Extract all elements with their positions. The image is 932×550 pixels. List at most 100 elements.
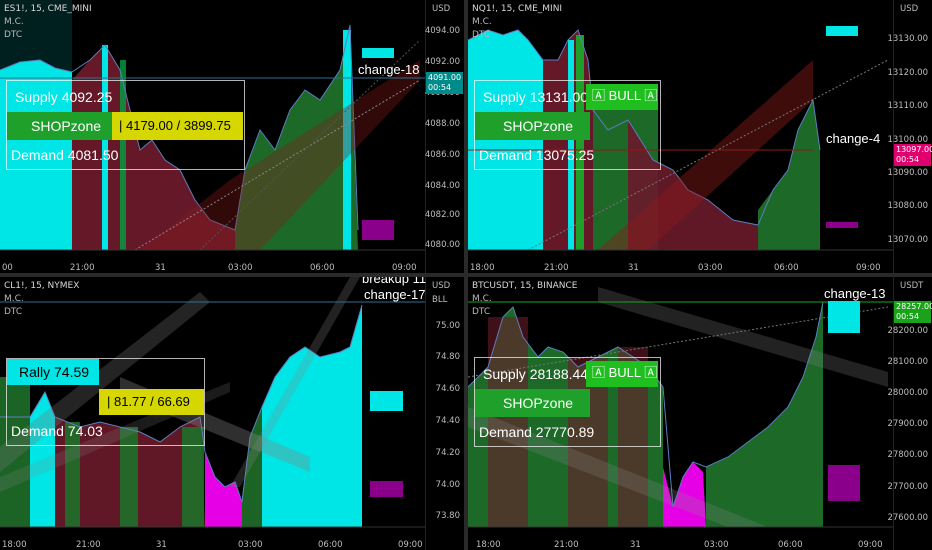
cl-tick: 74.20	[435, 448, 460, 458]
cl-tick: 75.00	[435, 321, 460, 331]
es-time-label: 31	[155, 263, 166, 273]
es-currency: USD	[432, 4, 451, 14]
btc-countdown: 00:54	[896, 312, 920, 321]
es-time-label: 00	[2, 263, 13, 273]
nq-indicator-dtc[interactable]: DTC	[472, 30, 491, 40]
es-tick: 4094.00	[424, 26, 460, 36]
cl-tick: 74.80	[435, 352, 460, 362]
nq-last-price: 13097.00	[896, 145, 932, 154]
chart-pane-cl[interactable]: CL1!, 15, NYMEX M.C. DTC USD BLL 75.00 7…	[0, 277, 464, 550]
es-change-label: change-18	[358, 62, 420, 77]
es-tick: 4086.00	[424, 150, 460, 160]
chart-pane-nq[interactable]: NQ1!, 15, CME_MINI M.C. DTC USD 13130.00…	[468, 0, 932, 273]
nq-tick: 13070.00	[887, 235, 928, 245]
es-time-label: 21:00	[70, 263, 95, 273]
cl-chart-header: CL1!, 15, NYMEX M.C. DTC	[4, 280, 79, 319]
es-marker-bottom	[362, 220, 394, 240]
cl-symbol[interactable]: CL1!, 15, NYMEX	[4, 281, 80, 291]
cl-demand: Demand 74.03	[11, 423, 103, 439]
cl-time-label: 31	[156, 540, 167, 550]
btc-tick: 28200.00	[887, 326, 928, 336]
nq-tick: 13130.00	[887, 34, 928, 44]
cl-currency: USD	[432, 281, 451, 291]
btc-shopzone-bg	[475, 389, 590, 417]
btc-time-label: 03:00	[704, 540, 729, 550]
es-last-price: 4091.00	[428, 73, 462, 82]
btc-time-label: 06:00	[778, 540, 803, 550]
btc-indicator-mc[interactable]: M.C.	[472, 294, 492, 304]
es-marker-top	[362, 48, 394, 58]
btc-tick: 27700.00	[887, 482, 928, 492]
es-range-bg	[112, 112, 243, 140]
nq-tick: 13090.00	[887, 168, 928, 178]
nq-chart-canvas[interactable]	[468, 0, 932, 273]
es-indicator-mc[interactable]: M.C.	[4, 17, 24, 27]
cl-indicator-mc[interactable]: M.C.	[4, 294, 24, 304]
btc-supply: Supply 28188.44	[483, 366, 589, 382]
cl-range-bg	[99, 389, 204, 415]
btc-currency: USDT	[900, 281, 924, 291]
btc-shopzone-label: SHOPzone	[503, 395, 574, 411]
cl-indicator-dtc[interactable]: DTC	[4, 307, 23, 317]
nq-chart-header: NQ1!, 15, CME_MINI M.C. DTC	[472, 3, 562, 42]
cl-time-label: 21:00	[76, 540, 101, 550]
es-shopzone-label: SHOPzone	[31, 118, 102, 134]
btc-tick: 28100.00	[887, 357, 928, 367]
cl-tick: 73.80	[435, 511, 460, 521]
chart-pane-es[interactable]: ES1!, 15, CME_MINI M.C. DTC USD 4094.00 …	[0, 0, 464, 273]
btc-chart-header: BTCUSDT, 15, BINANCE M.C. DTC	[472, 280, 577, 319]
nq-bull-badge: 🄰 BULL 🄰	[586, 84, 658, 110]
btc-marker-top	[828, 301, 860, 333]
nq-bull-label: 🄰 BULL 🄰	[592, 88, 658, 103]
es-symbol[interactable]: ES1!, 15, CME_MINI	[4, 4, 92, 14]
cl-price-axis[interactable]: USD BLL 75.00 74.80 74.60 74.40 74.20 74…	[425, 277, 464, 550]
nq-last-price-tag: 13097.00 00:54	[894, 144, 932, 166]
btc-marker-bottom	[828, 465, 860, 501]
es-price-axis[interactable]: USD 4094.00 4092.00 4090.00 4088.00 4086…	[425, 0, 464, 273]
es-chart-header: ES1!, 15, CME_MINI M.C. DTC	[4, 3, 92, 42]
btc-last-price-tag: 28257.00 00:54	[894, 301, 932, 323]
nq-shopzone-bg	[475, 112, 590, 140]
es-tick: 4080.00	[424, 240, 460, 250]
btc-change-label: change-13	[824, 286, 886, 301]
btc-symbol[interactable]: BTCUSDT, 15, BINANCE	[472, 281, 578, 291]
pane-divider-horizontal[interactable]	[0, 273, 932, 277]
es-range: | 4179.00 / 3899.75	[119, 118, 231, 133]
chart-pane-btc[interactable]: BTCUSDT, 15, BINANCE M.C. DTC USDT 28200…	[468, 277, 932, 550]
cl-rally: Rally 74.59	[19, 364, 90, 380]
nq-shopzone-panel: Supply 13131.00 SHOPzone Demand 13075.25	[474, 80, 661, 170]
cl-breakup-label: breakup 11	[362, 277, 427, 286]
nq-price-axis[interactable]: USD 13130.00 13120.00 13110.00 13100.00 …	[887, 0, 932, 273]
nq-indicator-mc[interactable]: M.C.	[472, 17, 492, 27]
btc-last-price: 28257.00	[896, 302, 932, 311]
nq-demand: Demand 13075.25	[479, 147, 595, 163]
es-chart-canvas[interactable]	[0, 0, 464, 273]
nq-time-label: 09:00	[856, 263, 881, 273]
nq-time-label: 31	[628, 263, 639, 273]
nq-time-label: 03:00	[698, 263, 723, 273]
nq-change-label: change-4	[826, 131, 881, 146]
es-time-label: 06:00	[310, 263, 335, 273]
es-tick: 4082.00	[424, 210, 460, 220]
btc-time-label: 31	[630, 540, 641, 550]
btc-indicator-dtc[interactable]: DTC	[472, 307, 491, 317]
es-indicator-dtc[interactable]: DTC	[4, 30, 23, 40]
nq-time-label: 21:00	[544, 263, 569, 273]
btc-time-label: 21:00	[554, 540, 579, 550]
cl-unit-bll: BLL	[432, 295, 448, 305]
cl-time-label: 18:00	[2, 540, 27, 550]
nq-tick: 13120.00	[887, 68, 928, 78]
cl-rally-bg	[7, 359, 99, 385]
nq-marker-bottom	[826, 222, 858, 228]
btc-time-label: 09:00	[858, 540, 883, 550]
nq-symbol[interactable]: NQ1!, 15, CME_MINI	[472, 4, 563, 14]
cl-range: | 81.77 / 66.69	[107, 394, 190, 409]
nq-tick: 13110.00	[887, 101, 928, 111]
es-supply: Supply 4092.25	[15, 89, 113, 105]
btc-tick: 27600.00	[887, 513, 928, 523]
es-shopzone-panel: Supply 4092.25 SHOPzone | 4179.00 / 3899…	[6, 80, 245, 170]
cl-chart-canvas[interactable]	[0, 277, 464, 550]
nq-shopzone-label: SHOPzone	[503, 118, 574, 134]
cl-marker-bottom	[370, 481, 403, 497]
cl-time-label: 09:00	[398, 540, 423, 550]
